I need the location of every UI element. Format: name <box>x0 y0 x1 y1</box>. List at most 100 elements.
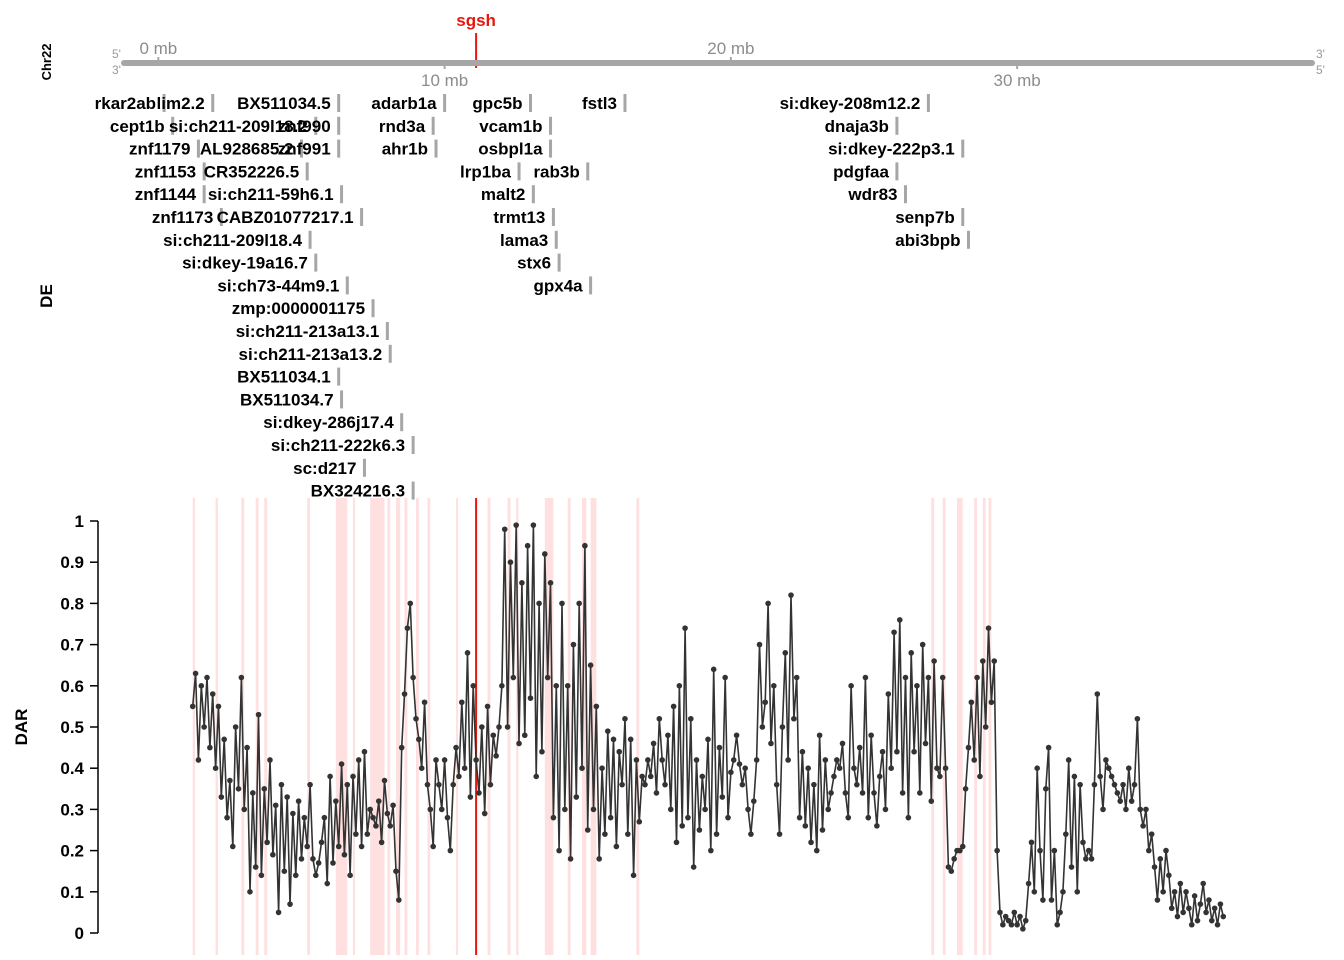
dar-point <box>673 839 680 846</box>
gene-mark <box>371 299 375 318</box>
gene-label: AL928685.2 <box>200 140 294 159</box>
gene-mark <box>926 94 930 112</box>
dar-point <box>562 806 568 813</box>
dar-point <box>590 806 597 813</box>
dar-point <box>444 814 451 821</box>
dar-point <box>536 600 542 607</box>
dar-point <box>510 674 517 681</box>
dar-point <box>891 629 897 636</box>
dar-point <box>771 683 777 689</box>
dar-point <box>567 856 574 862</box>
dar-point <box>324 880 331 887</box>
gene-mark <box>337 94 341 112</box>
dar-point <box>473 757 479 763</box>
dar-point <box>1005 917 1012 924</box>
dar-point <box>1103 757 1109 763</box>
dar-point <box>461 765 468 771</box>
dar-point <box>982 724 989 730</box>
dar-point <box>917 790 923 796</box>
highlight-gene-label: sgsh <box>456 11 496 30</box>
dar-point <box>811 781 817 788</box>
shaded-region <box>255 498 259 955</box>
dar-point <box>353 831 359 837</box>
dar-point <box>702 806 708 813</box>
gene-mark <box>345 276 349 295</box>
dar-point <box>1045 744 1052 751</box>
dar-point <box>819 827 826 833</box>
dar-point <box>209 691 216 697</box>
dar-point <box>908 650 915 656</box>
dar-point <box>742 765 748 771</box>
dar-point <box>524 542 531 549</box>
dar-y-tick-label: 0.9 <box>60 553 84 572</box>
gene-label: znf1153 <box>135 162 196 181</box>
gene-mark <box>388 344 392 363</box>
gene-label: senp7b <box>895 208 955 227</box>
strand-right-top: 3' <box>1316 47 1325 61</box>
dar-point <box>1168 905 1175 912</box>
dar-point <box>682 625 688 631</box>
dar-point <box>1094 691 1101 697</box>
dar-point <box>839 740 846 747</box>
chromosome-label: Chr22 <box>39 44 54 81</box>
dar-point <box>218 794 225 800</box>
dar-point <box>633 757 640 763</box>
gene-label: gpc5b <box>472 94 522 113</box>
dar-point <box>312 872 319 879</box>
dar-point <box>261 786 268 792</box>
dar-point <box>1211 905 1218 912</box>
dar-point <box>447 847 454 854</box>
dar-point <box>934 765 940 771</box>
dar-point <box>513 522 519 528</box>
dar-point <box>250 790 256 796</box>
dar-point <box>871 790 877 796</box>
dar-point <box>1063 831 1069 837</box>
dar-point <box>335 843 342 850</box>
dar-point <box>281 868 288 874</box>
dar-point <box>831 773 837 780</box>
dar-point <box>942 765 949 771</box>
dar-point <box>275 909 282 916</box>
dar-point <box>667 806 674 813</box>
shaded-region <box>264 498 268 955</box>
dar-point <box>195 757 202 763</box>
gene-mark <box>904 185 908 204</box>
gene-label: zmp:0000001175 <box>232 299 365 318</box>
gene-mark <box>202 162 206 181</box>
dar-point <box>1085 847 1092 854</box>
dar-point <box>458 699 465 706</box>
dar-point <box>221 736 227 743</box>
dar-point <box>407 600 414 607</box>
dar-point <box>321 814 328 821</box>
dar-point <box>1174 913 1181 920</box>
shaded-region <box>590 498 597 955</box>
dar-point <box>945 864 952 870</box>
gene-mark <box>528 94 532 112</box>
gene-mark <box>400 413 404 432</box>
dar-point <box>730 757 737 763</box>
gene-label: lrp1ba <box>460 162 512 181</box>
gene-label: BX511034.7 <box>240 390 334 409</box>
dar-point <box>244 744 250 751</box>
shaded-region <box>456 498 459 955</box>
shaded-region <box>988 498 992 955</box>
dar-point <box>298 856 305 862</box>
gene-mark <box>362 458 366 477</box>
dar-point <box>207 744 213 751</box>
dar-point <box>1028 839 1035 846</box>
dar-point <box>410 674 416 681</box>
gene-label: znf1173 <box>152 208 213 227</box>
dar-point <box>238 674 245 681</box>
dar-point <box>384 810 391 817</box>
dar-point <box>1157 856 1164 862</box>
dar-point <box>627 736 634 743</box>
dar-point <box>808 839 814 846</box>
dar-point <box>636 818 643 825</box>
dar-point <box>1065 757 1072 763</box>
dar-point <box>1140 823 1146 829</box>
gene-mark <box>162 94 166 112</box>
gene-label: vcam1b <box>479 117 542 136</box>
gene-mark <box>411 481 415 500</box>
gene-mark <box>549 116 553 135</box>
dar-point <box>519 580 525 586</box>
